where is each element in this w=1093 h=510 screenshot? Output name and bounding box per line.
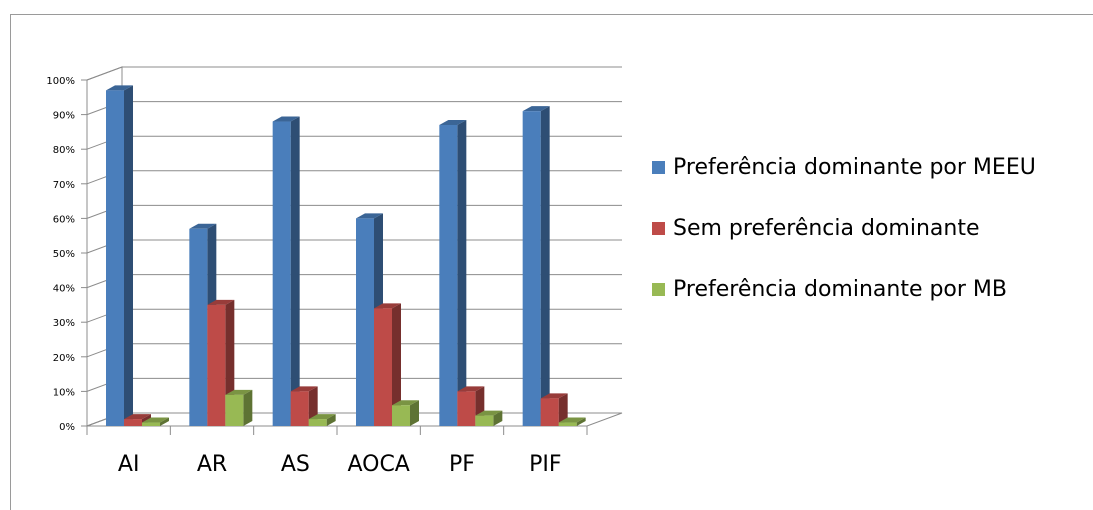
y-tick-label: 40% <box>53 284 75 295</box>
bar-front <box>457 391 476 426</box>
y-tick-label: 90% <box>53 111 75 122</box>
legend-swatch <box>652 282 665 296</box>
bar-top <box>225 389 253 395</box>
bar-side <box>540 106 550 426</box>
bar-front <box>522 111 541 426</box>
y-tick-label: 0% <box>59 422 75 433</box>
bar-side <box>290 116 300 427</box>
y-axis-ticks: 0% 10% 20% 30% 40% 50% 60% 70% 80% 90% 100% <box>46 76 87 433</box>
bar-top <box>290 386 318 392</box>
legend-label: Preferência dominante por MB <box>673 276 1008 302</box>
bar-top <box>439 119 467 125</box>
bar-AI-1 <box>106 85 133 426</box>
bar-front <box>106 90 124 426</box>
bar-top <box>308 414 336 420</box>
x-tick-label: AS <box>281 452 310 477</box>
bar-side <box>326 414 336 426</box>
bar-top <box>457 386 485 392</box>
gridline <box>86 66 622 81</box>
bar-side <box>243 389 253 426</box>
bar-front <box>439 124 458 426</box>
bar-top <box>558 417 586 423</box>
bar-PIF-1 <box>522 106 550 426</box>
chart-frame <box>10 14 1093 510</box>
bar-front <box>558 422 577 426</box>
bar-top <box>356 213 383 219</box>
y-tick-label: 10% <box>53 387 75 398</box>
x-tick-label: AR <box>197 452 227 477</box>
bar-PF-2 <box>457 386 485 426</box>
bar-top <box>540 393 568 399</box>
legend-label: Sem preferência dominante <box>673 215 980 241</box>
y-tick-label: 50% <box>53 249 75 260</box>
bar-front <box>142 422 160 426</box>
bar-front <box>189 228 208 426</box>
bar-PIF-3 <box>558 417 586 426</box>
legend-item: Preferência dominante por MB <box>652 274 1007 304</box>
bar-top <box>272 116 300 122</box>
bar-front <box>225 394 244 426</box>
bar-AS-2 <box>290 386 318 426</box>
bar-front <box>356 218 374 426</box>
y-tick-label: 60% <box>53 214 75 225</box>
bar-front <box>272 121 291 427</box>
legend-item: Sem preferência dominante <box>652 213 980 243</box>
bar-top <box>522 106 550 112</box>
bar-PF-1 <box>439 119 467 426</box>
bar-top <box>374 303 401 309</box>
bars <box>106 85 586 427</box>
bar-front <box>290 391 309 426</box>
legend-label: Preferência dominante por MEEU <box>673 154 1036 180</box>
bar-top <box>392 400 419 406</box>
bar-side <box>576 417 586 426</box>
bar-top <box>189 223 217 229</box>
bar-AS-1 <box>272 116 300 427</box>
legend-swatch <box>652 160 665 174</box>
bar-side <box>410 400 419 426</box>
x-tick-label: PF <box>449 452 475 477</box>
bar-top <box>106 85 133 91</box>
bar-front <box>308 419 327 426</box>
bar-top <box>124 414 151 420</box>
x-tick-label: AOCA <box>347 452 409 477</box>
bar-front <box>374 308 392 426</box>
y-tick-label: 20% <box>53 353 75 364</box>
bar-top <box>207 299 235 305</box>
bar-PF-3 <box>475 410 503 426</box>
bar-front <box>392 405 410 426</box>
x-tick-label: AI <box>118 452 140 477</box>
bar-side <box>457 119 467 426</box>
bar-side <box>493 410 503 426</box>
bar-PIF-2 <box>540 393 568 426</box>
y-tick-label: 70% <box>53 180 75 191</box>
bar-side <box>558 393 568 426</box>
bar-AOCA-3 <box>392 400 419 426</box>
bar-AOCA-2 <box>374 303 401 426</box>
bar-top <box>142 417 169 423</box>
y-tick-label: 100% <box>46 76 75 87</box>
bar-AR-3 <box>225 389 253 426</box>
bar-AS-3 <box>308 414 336 426</box>
y-tick-label: 80% <box>53 145 75 156</box>
x-tick-label: PIF <box>529 452 561 477</box>
bar-front <box>540 398 559 426</box>
bar-top <box>475 410 503 416</box>
bar-front <box>124 419 142 426</box>
legend-item: Preferência dominante por MEEU <box>652 152 1036 182</box>
legend-swatch <box>652 221 665 235</box>
y-tick-label: 30% <box>53 318 75 329</box>
bar-front <box>207 304 226 426</box>
bar-AI-3 <box>142 417 169 426</box>
x-axis-ticks: AI AR AS AOCA PF PIF <box>86 426 588 477</box>
bar-side <box>124 85 133 426</box>
bar-front <box>475 415 494 426</box>
bar-side <box>160 417 169 426</box>
bar-side <box>392 303 401 426</box>
